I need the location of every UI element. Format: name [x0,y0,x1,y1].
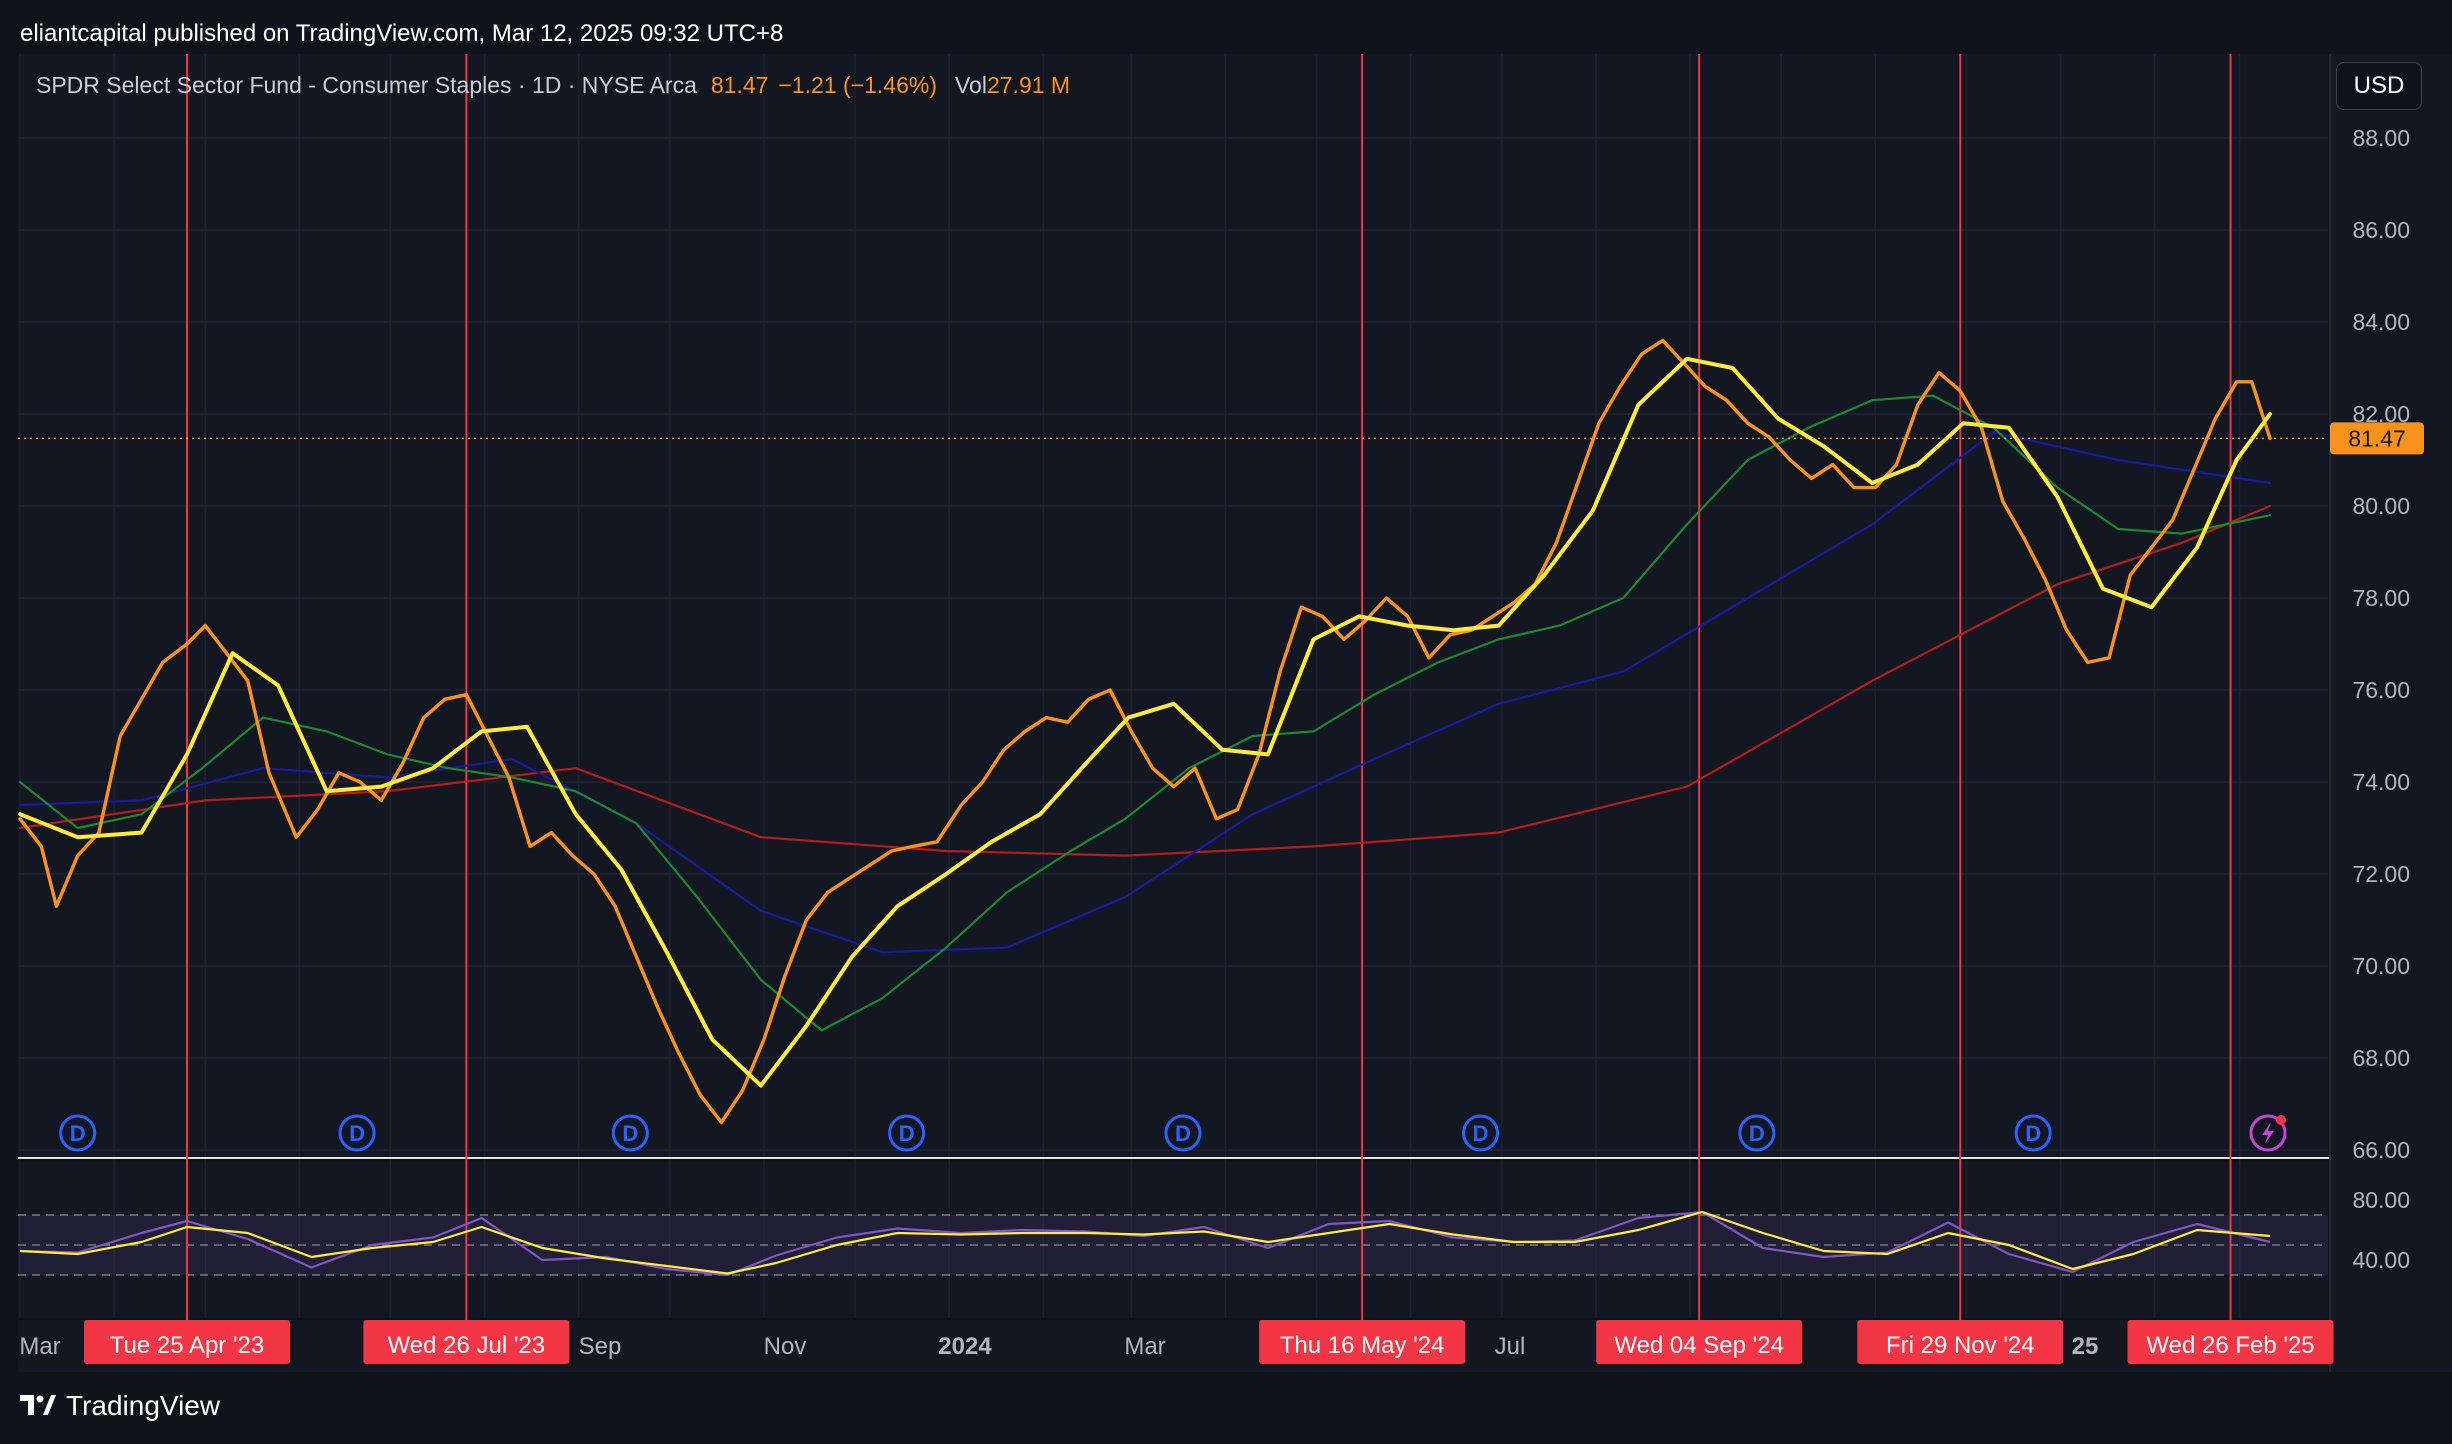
last-price-badge [2330,422,2424,455]
price-tick-label: 76.00 [2352,677,2410,703]
dividend-marker: D [888,1114,926,1152]
event-date-badge [1857,1320,2064,1364]
time-tick-label: Nov [764,1333,807,1360]
event-date-label: Thu 16 May '24 [1280,1332,1445,1359]
dividend-icon: D [2025,1121,2041,1146]
price-tick-label: 68.00 [2352,1045,2410,1071]
dividend-circle [1164,1114,1202,1152]
time-tick-label: 2024 [938,1333,992,1360]
symbol-title[interactable]: SPDR Select Sector Fund - Consumer Stapl… [36,72,697,98]
dividend-circle [338,1114,376,1152]
rsi-tick-label: 80.00 [2352,1187,2410,1213]
price-tick-label: 84.00 [2352,309,2410,335]
dividend-icon: D [70,1121,86,1146]
dividend-marker: D [1738,1114,1776,1152]
dividend-marker: D [59,1114,97,1152]
dividend-marker: D [338,1114,376,1152]
dividend-circle [1462,1114,1500,1152]
dividend-icon: D [1749,1121,1765,1146]
series-line-sma-fast [18,356,2272,1088]
event-date-badge [84,1320,291,1364]
series-line-sma-slow [18,431,2272,954]
dividend-circle [1738,1114,1776,1152]
event-date-badge [1259,1320,1466,1364]
main-pane-background [18,54,2328,1158]
dividend-marker: D [1164,1114,1202,1152]
notification-dot [2276,1115,2286,1125]
dividend-marker: D [2014,1114,2052,1152]
time-tick-label: Mar [1124,1333,1165,1360]
price-tick-label: 70.00 [2352,953,2410,979]
dividend-circle [59,1114,97,1152]
time-tick-label: Jul [1495,1333,1526,1360]
event-date-badge [1596,1320,1803,1364]
dividend-icon: D [1473,1121,1489,1146]
dividend-icon: D [349,1121,365,1146]
series-line-sma-mid [18,394,2272,1032]
attribution-bar: eliantcapital published on TradingView.c… [0,0,2452,54]
rsi-pane-background [18,1162,2328,1318]
price-tick-label: 72.00 [2352,861,2410,887]
dividend-icon: D [1175,1121,1191,1146]
dividend-icon: D [899,1121,915,1146]
dividend-circle [611,1114,649,1152]
time-tick-label: Sep [579,1333,622,1360]
rsi-signal-line [19,1210,2271,1275]
legend-volume-value: 27.91 M [986,72,1071,98]
price-tick-label: 74.00 [2352,769,2410,795]
price-tick-label: 86.00 [2352,217,2410,243]
event-date-label: Wed 04 Sep '24 [1614,1332,1784,1359]
legend-volume-label: Vol [954,72,987,98]
legend-change: −1.21 (−1.46%) [778,72,937,98]
event-date-badge [2127,1320,2334,1364]
price-tick-label: 66.00 [2352,1137,2410,1163]
price-axis [2330,54,2452,1372]
price-tick-label: 78.00 [2352,585,2410,611]
price-tick-label: 80.00 [2352,493,2410,519]
event-date-label: Wed 26 Jul '23 [388,1332,546,1359]
series-line-sma-long [18,504,2272,857]
tradingview-logo[interactable]: TradingView [20,1390,220,1422]
rsi-tick-label: 40.00 [2352,1247,2410,1273]
event-date-label: Fri 29 Nov '24 [1886,1332,2035,1359]
time-tick-label: 25 [2072,1333,2099,1360]
dividend-circle [888,1114,926,1152]
lightning-bolt [2262,1122,2274,1144]
legend-last-price: 81.47 [710,72,769,98]
tradingview-logo-icon [20,1395,56,1415]
series-line-price [18,338,2272,1125]
event-date-label: Wed 26 Feb '25 [2146,1332,2314,1359]
attribution-text: eliantcapital published on TradingView.c… [20,20,784,47]
dividend-icon: D [622,1121,638,1146]
event-date-label: Tue 25 Apr '23 [110,1332,264,1359]
currency-button[interactable]: USD [2336,62,2422,110]
price-tick-label: 88.00 [2352,125,2410,151]
dividend-marker: D [611,1114,649,1152]
time-tick-label: Mar [19,1333,60,1360]
event-date-badge [363,1320,570,1364]
last-price-badge-label: 81.47 [2348,425,2406,451]
dividend-marker: D [1462,1114,1500,1152]
tradingview-brand: TradingView [66,1390,221,1421]
dividend-circle [2014,1114,2052,1152]
